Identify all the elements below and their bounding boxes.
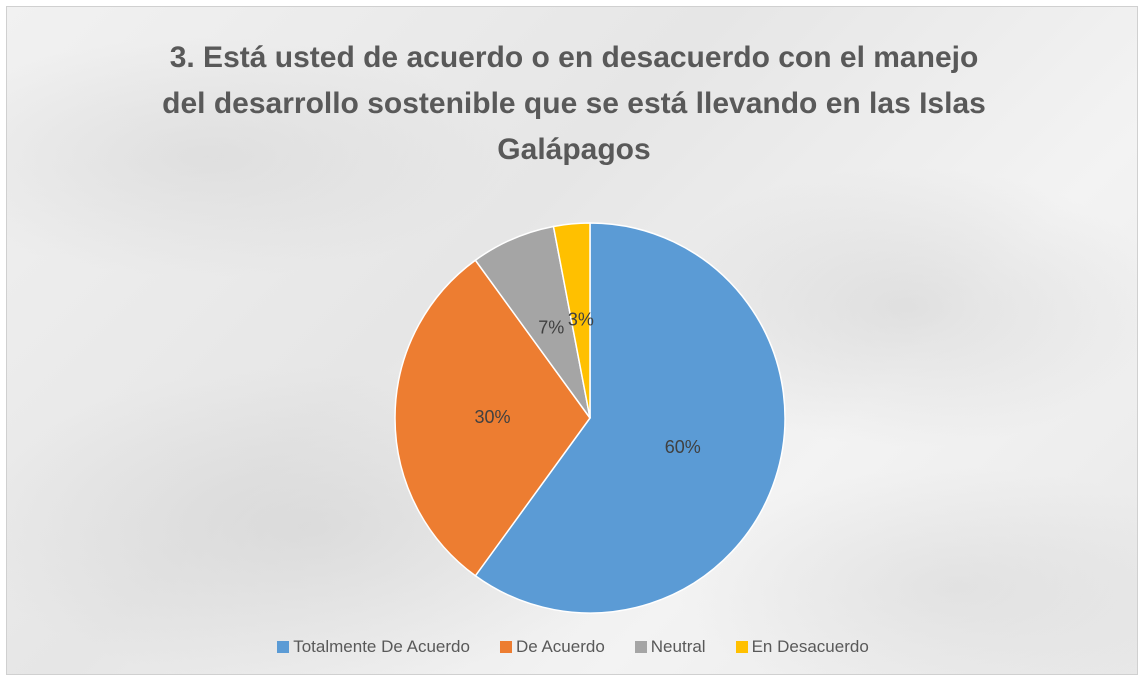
data-label: 3% (568, 310, 594, 330)
data-label: 60% (665, 437, 701, 457)
chart: 3. Está usted de acuerdo o en desacuerdo… (6, 6, 1138, 675)
legend-item: En Desacuerdo (735, 637, 869, 657)
legend-swatch (634, 641, 647, 653)
data-label: 30% (474, 407, 510, 427)
data-label: 7% (538, 317, 564, 337)
legend-swatch (499, 641, 512, 653)
pie-slice (474, 222, 786, 614)
legend-item: Neutral (634, 637, 706, 657)
pie-slice (552, 222, 591, 419)
legend-swatch (735, 641, 748, 653)
legend-item: De Acuerdo (499, 637, 605, 657)
legend-label: De Acuerdo (515, 637, 605, 656)
chart-title: 3. Está usted de acuerdo o en desacuerdo… (162, 41, 986, 166)
legend-label: Neutral (650, 637, 706, 656)
pie-slice (394, 259, 591, 577)
legend: Totalmente De Acuerdo De Acuerdo Neutral En… (7, 637, 1137, 657)
legend-swatch (277, 641, 290, 653)
legend-label: Totalmente De Acuerdo (293, 637, 470, 656)
legend-label: En Desacuerdo (751, 637, 869, 656)
pie-area: 60% 30% 7% 3% (394, 222, 786, 614)
legend-item: Totalmente De Acuerdo (277, 637, 470, 657)
